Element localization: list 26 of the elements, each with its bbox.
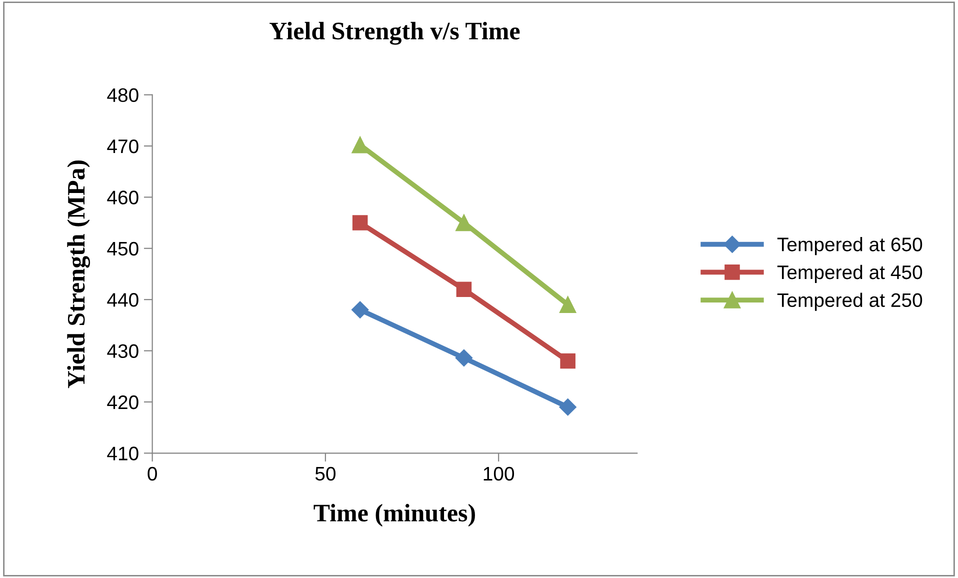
y-tick-label: 450 <box>107 242 138 256</box>
y-tick-label: 480 <box>107 88 138 102</box>
point <box>352 136 368 154</box>
legend-label: Tempered at 650 <box>777 237 922 256</box>
point <box>560 353 576 369</box>
x-tick-label: 50 <box>315 466 336 481</box>
y-tick-label: 440 <box>107 293 138 307</box>
x-tick-label: 100 <box>484 466 514 481</box>
point <box>352 301 369 318</box>
chart-title: Yield Strength v/s Time <box>270 22 520 45</box>
legend-label: Tempered at 250 <box>777 292 922 311</box>
point <box>456 282 472 297</box>
y-tick-label: 470 <box>107 139 138 154</box>
y-tick-label: 460 <box>107 190 138 204</box>
x-axis-title: Time (minutes) <box>314 504 475 527</box>
x-tick-label: 0 <box>148 466 157 481</box>
y-tick-label: 430 <box>107 344 138 358</box>
y-axis-title: Yield Strength (MPa) <box>67 160 90 388</box>
point <box>455 349 472 366</box>
point <box>352 215 368 230</box>
y-tick-label: 410 <box>107 446 138 460</box>
legend-label: Tempered at 450 <box>777 264 922 284</box>
point <box>559 296 576 314</box>
y-tick-label: 420 <box>107 395 138 410</box>
point <box>559 398 576 416</box>
point <box>456 214 472 232</box>
